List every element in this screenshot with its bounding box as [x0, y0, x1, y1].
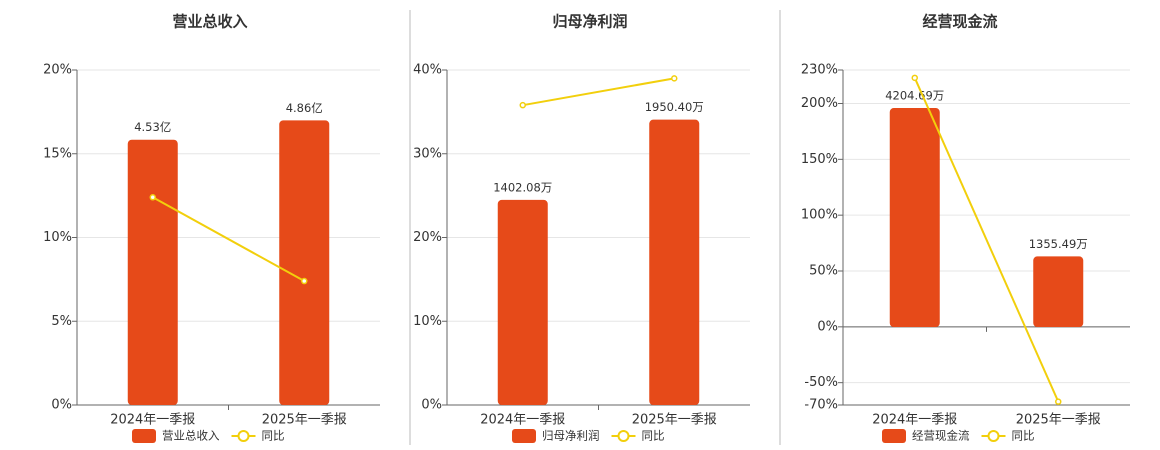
bar [1033, 256, 1084, 327]
data-label: 4204.69万 [885, 89, 944, 103]
chart-title: 营业总收入 [172, 13, 247, 31]
chart-title: 经营现金流 [922, 13, 997, 31]
y-tick-label: 200% [801, 96, 838, 111]
y-tick-label: 0% [817, 319, 838, 334]
bar [127, 139, 178, 405]
line-point [671, 75, 678, 82]
line [522, 77, 675, 107]
data-label: 1402.08万 [493, 180, 552, 194]
data-label: 1950.40万 [645, 100, 704, 114]
legend-label: 归母净利润 [542, 429, 600, 443]
y-tick-label: 15% [43, 146, 72, 161]
legend-symbol [987, 430, 1000, 442]
y-tick-label: -50% [804, 375, 838, 390]
y-tick-label: 100% [801, 208, 838, 223]
y-tick-label: 0% [421, 398, 442, 413]
line-point [149, 194, 156, 201]
y-tick-label: 40% [413, 63, 442, 78]
y-tick-label: 10% [43, 230, 72, 245]
legend-label: 同比 [1012, 429, 1035, 443]
y-tick-label: 10% [413, 314, 442, 329]
x-tick-label: 2024年一季报 [480, 413, 565, 428]
legend-label: 同比 [262, 429, 285, 443]
line [913, 77, 1060, 403]
y-tick-label: 50% [809, 264, 838, 279]
y-tick-label: 5% [51, 314, 72, 329]
legend-symbol [512, 429, 536, 443]
legend-symbol [132, 429, 156, 443]
legend-symbol [882, 429, 906, 443]
line-point [301, 277, 308, 285]
line-point [1055, 398, 1062, 405]
x-tick-label: 2024年一季报 [872, 413, 957, 428]
y-tick-label: -70% [804, 398, 838, 413]
bar [889, 108, 940, 327]
x-tick-label: 2025年一季报 [632, 413, 717, 428]
data-label: 4.53亿 [134, 120, 171, 134]
legend-symbol [237, 430, 250, 442]
legend-label: 营业总收入 [162, 429, 220, 443]
y-tick-label: 150% [801, 152, 838, 167]
x-tick-label: 2025年一季报 [1016, 413, 1101, 428]
x-tick-label: 2024年一季报 [110, 413, 195, 428]
data-label: 4.86亿 [286, 101, 323, 115]
data-label: 1355.49万 [1029, 237, 1088, 251]
y-tick-label: 0% [51, 398, 72, 413]
line-point [911, 74, 918, 82]
y-tick-label: 20% [43, 63, 72, 78]
legend-label: 同比 [642, 429, 665, 443]
y-tick-label: 20% [413, 230, 442, 245]
y-tick-label: 30% [413, 146, 442, 161]
line [152, 196, 305, 282]
y-tick-label: 230% [801, 63, 838, 78]
legend-label: 经营现金流 [912, 429, 970, 443]
bar [497, 199, 548, 405]
chart-title: 归母净利润 [552, 13, 627, 31]
bar [649, 119, 700, 405]
x-tick-label: 2025年一季报 [262, 413, 347, 428]
bar [279, 120, 330, 406]
line-point [519, 101, 526, 109]
legend-symbol [617, 430, 630, 442]
